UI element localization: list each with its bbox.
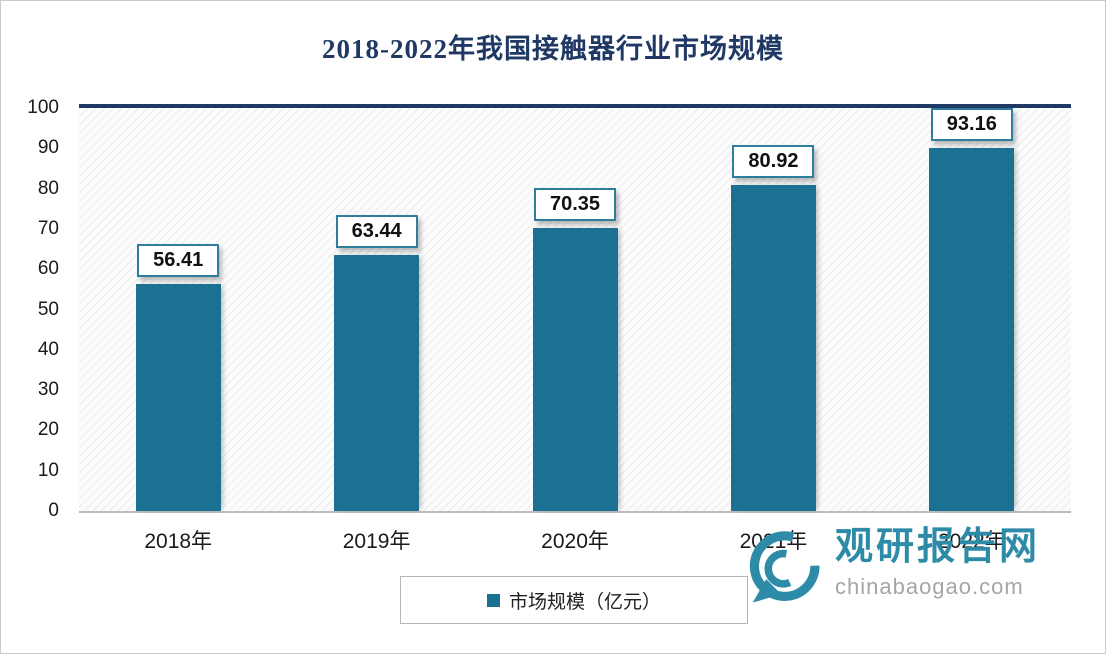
x-tick-label: 2018年 bbox=[144, 530, 213, 553]
chart-title: 2018-2022年我国接触器行业市场规模 bbox=[322, 34, 784, 64]
bar-value-label: 70.35 bbox=[533, 187, 617, 221]
bar-value-label: 80.92 bbox=[732, 144, 815, 178]
bar-slot: 56.41 bbox=[79, 108, 277, 511]
legend-label: 市场规模（亿元） bbox=[508, 591, 661, 613]
bar-value-label: 56.41 bbox=[137, 243, 220, 277]
watermark-logo-icon bbox=[749, 531, 820, 603]
bar bbox=[730, 184, 816, 511]
y-tick-label: 30 bbox=[37, 379, 59, 401]
x-tick-label: 2019年 bbox=[342, 530, 411, 553]
watermark-text: 观研报告网 chinabaogao.com bbox=[835, 525, 1040, 600]
legend-swatch bbox=[486, 593, 500, 607]
y-tick-label: 0 bbox=[48, 500, 59, 521]
y-tick-label: 70 bbox=[37, 217, 59, 239]
bar bbox=[334, 255, 420, 511]
watermark: 观研报告网 chinabaogao.com bbox=[741, 525, 1040, 613]
y-tick-label: 60 bbox=[37, 258, 59, 280]
x-tick-label: 2022年 bbox=[937, 530, 1006, 553]
x-tick-label: 2020年 bbox=[541, 530, 609, 553]
bar-slot: 70.35 bbox=[476, 108, 674, 511]
y-tick-label: 90 bbox=[37, 137, 59, 159]
y-tick-label: 40 bbox=[37, 338, 59, 360]
bar bbox=[929, 148, 1015, 511]
bar-value-label: 63.44 bbox=[335, 215, 418, 249]
plot-area: 56.41 63.44 70.35 80.92 93.16 bbox=[79, 104, 1071, 513]
bar-series: 56.41 63.44 70.35 80.92 93.16 bbox=[79, 108, 1071, 511]
bar-slot: 80.92 bbox=[674, 108, 872, 511]
y-tick-label: 10 bbox=[37, 459, 59, 481]
legend: 市场规模（亿元） bbox=[400, 576, 748, 624]
watermark-name: 观研报告网 bbox=[835, 526, 1041, 568]
y-tick-label: 100 bbox=[27, 97, 59, 118]
bar-slot: 93.16 bbox=[873, 108, 1071, 511]
bar bbox=[135, 283, 221, 511]
y-tick-label: 20 bbox=[37, 419, 59, 441]
watermark-url: chinabaogao.com bbox=[835, 574, 1024, 599]
bar-value-label: 93.16 bbox=[930, 108, 1013, 141]
bar bbox=[532, 227, 618, 511]
y-axis: 0 10 20 30 40 50 60 70 80 90 100 bbox=[1, 97, 67, 521]
bar-slot: 63.44 bbox=[277, 108, 475, 511]
y-tick-label: 50 bbox=[37, 298, 59, 320]
y-tick-label: 80 bbox=[37, 177, 59, 199]
